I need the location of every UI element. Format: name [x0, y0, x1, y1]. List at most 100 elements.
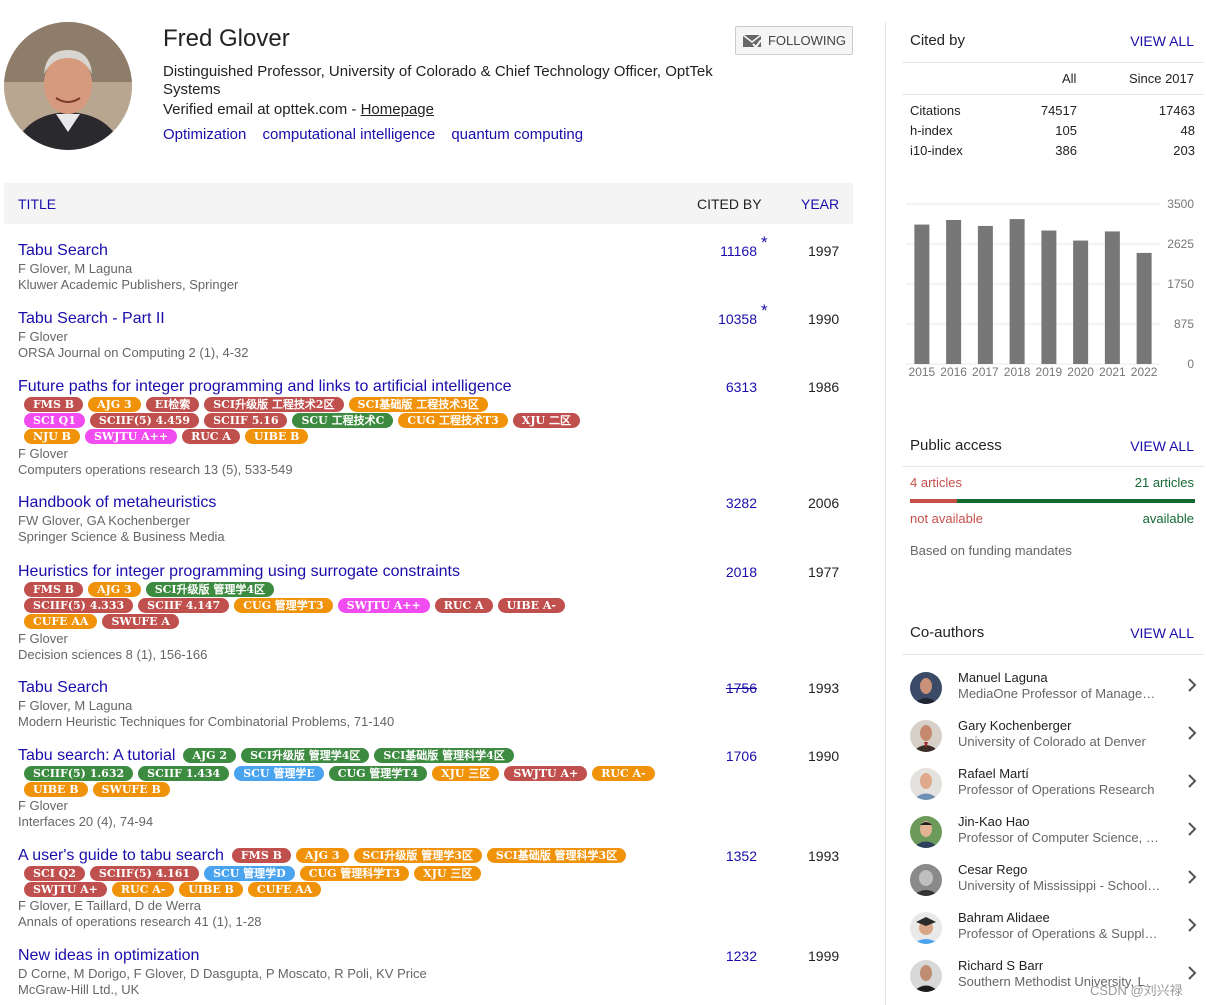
cited-by-link[interactable]: 1232: [725, 948, 757, 964]
ranking-badges: SCI Q2 SCIIF(5) 4.161 SCU 管理学D CUG 管理科学T3 XJ…: [24, 866, 853, 898]
following-button[interactable]: FOLLOWING: [735, 26, 853, 55]
coauthor-item[interactable]: Richard S Barr Southern Methodist Univer…: [910, 956, 1205, 1000]
paper-title-link[interactable]: Handbook of metaheuristics: [18, 494, 217, 511]
cited-by-link[interactable]: 3282: [725, 495, 757, 511]
paper-title-link[interactable]: Tabu Search: [18, 679, 108, 696]
paper-authors: F Glover: [18, 630, 68, 646]
badge: SCU 管理学D: [204, 866, 295, 881]
homepage-link[interactable]: Homepage: [360, 101, 434, 118]
paper-venue: Computers operations research 13 (5), 53…: [18, 461, 293, 477]
cited-by-view-all-link[interactable]: VIEW ALL: [1130, 33, 1194, 49]
cited-by-link[interactable]: 1352: [725, 848, 757, 864]
coauthor-avatar: [910, 672, 942, 704]
paper-year: 1993: [808, 680, 840, 696]
paper-venue: Interfaces 20 (4), 74-94: [18, 814, 154, 830]
interest-link-optimization[interactable]: Optimization: [163, 126, 247, 143]
coauthor-item[interactable]: Gary Kochenberger University of Colorado…: [910, 716, 1205, 760]
publications-table-header: TITLE CITED BY YEAR: [4, 183, 853, 224]
badge: XJU 三区: [432, 766, 500, 781]
divider: [902, 94, 1204, 95]
badge: SCIIF(5) 4.459: [89, 413, 200, 429]
ranking-badges-inline: AJG 2 SCI升级版 管理学4区 SCI基础版 管理科学4区: [183, 747, 518, 764]
chevron-right-icon: [1188, 774, 1197, 788]
table-row: Tabu Search F Glover, M Laguna Modern He…: [18, 678, 853, 730]
badge: SCI升级版 工程技术2区: [204, 397, 344, 412]
coauthor-avatar: [910, 768, 942, 800]
chevron-right-icon: [1188, 870, 1197, 884]
merged-citations-star[interactable]: *: [761, 301, 768, 320]
paper-title-link[interactable]: Future paths for integer programming and…: [18, 378, 512, 395]
merged-citations-star[interactable]: *: [761, 233, 768, 252]
paper-year: 1999: [808, 948, 840, 964]
paper-title-link[interactable]: New ideas in optimization: [18, 947, 200, 964]
table-row: Tabu search: A tutorial AJG 2 SCI升级版 管理学4区…: [18, 746, 853, 830]
x-tick-label: 2016: [940, 365, 967, 379]
interest-link-computational-intelligence[interactable]: computational intelligence: [262, 126, 436, 143]
bar-2019[interactable]: [1041, 230, 1057, 364]
funding-mandates-note: Based on funding mandates: [910, 543, 1072, 558]
bar-2020[interactable]: [1073, 240, 1089, 364]
badge: SCIIF(5) 1.632: [24, 766, 134, 781]
cited-by-link[interactable]: 6313: [725, 379, 757, 395]
badge: EI检索: [145, 397, 200, 412]
cited-by-link[interactable]: 2018: [725, 564, 757, 580]
bar-2021[interactable]: [1104, 231, 1120, 364]
badge: RUC A-: [592, 766, 655, 781]
paper-venue: ORSA Journal on Computing 2 (1), 4-32: [18, 345, 249, 360]
paper-title-link[interactable]: A user's guide to tabu search: [18, 847, 224, 864]
paper-year: 1990: [808, 311, 840, 327]
bar-2015[interactable]: [914, 224, 930, 364]
paper-venue: Decision sciences 8 (1), 156-166: [18, 646, 208, 662]
badge: SCI基础版 工程技术3区: [348, 397, 488, 412]
badge: SCIIF 4.147: [138, 598, 230, 614]
public-access-view-all-link[interactable]: VIEW ALL: [1130, 438, 1194, 454]
interest-link-quantum-computing[interactable]: quantum computing: [451, 126, 584, 143]
cited-by-link[interactable]: 10358: [718, 311, 757, 327]
badge: CUG 管理科学T3: [299, 866, 410, 881]
badge: SCI升级版 管理学4区: [241, 747, 370, 763]
stat-label[interactable]: i10-index: [910, 143, 963, 158]
stat-since: 203: [1173, 143, 1195, 158]
bar-2018[interactable]: [1009, 219, 1025, 364]
coauthor-item[interactable]: Manuel Laguna MediaOne Professor of Mana…: [910, 668, 1205, 712]
paper-venue: Springer Science & Business Media: [18, 529, 225, 544]
citation-stats-table: Citations 74517 17463 h-index 105 48 i10-ind…: [910, 103, 1195, 163]
not-available-count[interactable]: 4 articles: [910, 475, 963, 490]
badge: AJG 3: [295, 847, 349, 863]
paper-title-link[interactable]: Tabu search: A tutorial: [18, 747, 176, 764]
available-count[interactable]: 21 articles: [1134, 475, 1194, 490]
bar-2017[interactable]: [977, 225, 993, 364]
cited-by-link[interactable]: 1756: [725, 680, 757, 696]
stat-label[interactable]: h-index: [910, 123, 953, 138]
bar-2022[interactable]: [1136, 252, 1152, 364]
interests-list: Optimization computational intelligence …: [163, 126, 595, 143]
badge: SCI升级版 管理学4区: [145, 582, 275, 597]
coauthor-item[interactable]: Rafael Martí Professor of Operations Res…: [910, 764, 1205, 808]
paper-title-link[interactable]: Tabu Search: [18, 242, 108, 259]
x-tick-label: 2019: [1036, 365, 1063, 379]
cited-by-link[interactable]: 1706: [725, 748, 757, 764]
sort-by-title[interactable]: TITLE: [18, 196, 57, 212]
badge: CUG 管理学T3: [234, 598, 333, 614]
x-tick-label: 2018: [1004, 365, 1031, 379]
coauthor-item[interactable]: Cesar Rego University of Mississippi - S…: [910, 860, 1205, 904]
stat-label[interactable]: Citations: [910, 103, 961, 118]
stat-all: 386: [1055, 143, 1077, 158]
coauthor-item[interactable]: Bahram Alidaee Professor of Operations &…: [910, 908, 1205, 952]
coauthor-avatar: [910, 864, 942, 896]
badge: CUG 工程技术T3: [398, 413, 508, 429]
paper-title-link[interactable]: Heuristics for integer programming using…: [18, 563, 460, 580]
table-row: Tabu Search F Glover, M Laguna Kluwer Ac…: [18, 233, 853, 293]
badge: SCIIF(5) 4.333: [24, 598, 134, 614]
paper-title-link[interactable]: Tabu Search - Part II: [18, 310, 165, 327]
badge: CUG 管理学T4: [328, 766, 428, 781]
coauthor-affiliation: University of Colorado at Denver: [958, 734, 1146, 749]
col-since-header: Since 2017: [1128, 71, 1194, 86]
chevron-right-icon: [1188, 678, 1197, 692]
coauthor-item[interactable]: Jin-Kao Hao Professor of Computer Scienc…: [910, 812, 1205, 856]
cited-by-column-header[interactable]: CITED BY: [697, 196, 762, 212]
cited-by-link[interactable]: 11168: [720, 243, 757, 259]
coauthors-view-all-link[interactable]: VIEW ALL: [1130, 625, 1194, 641]
sort-by-year[interactable]: YEAR: [801, 196, 840, 212]
bar-2016[interactable]: [946, 220, 962, 364]
